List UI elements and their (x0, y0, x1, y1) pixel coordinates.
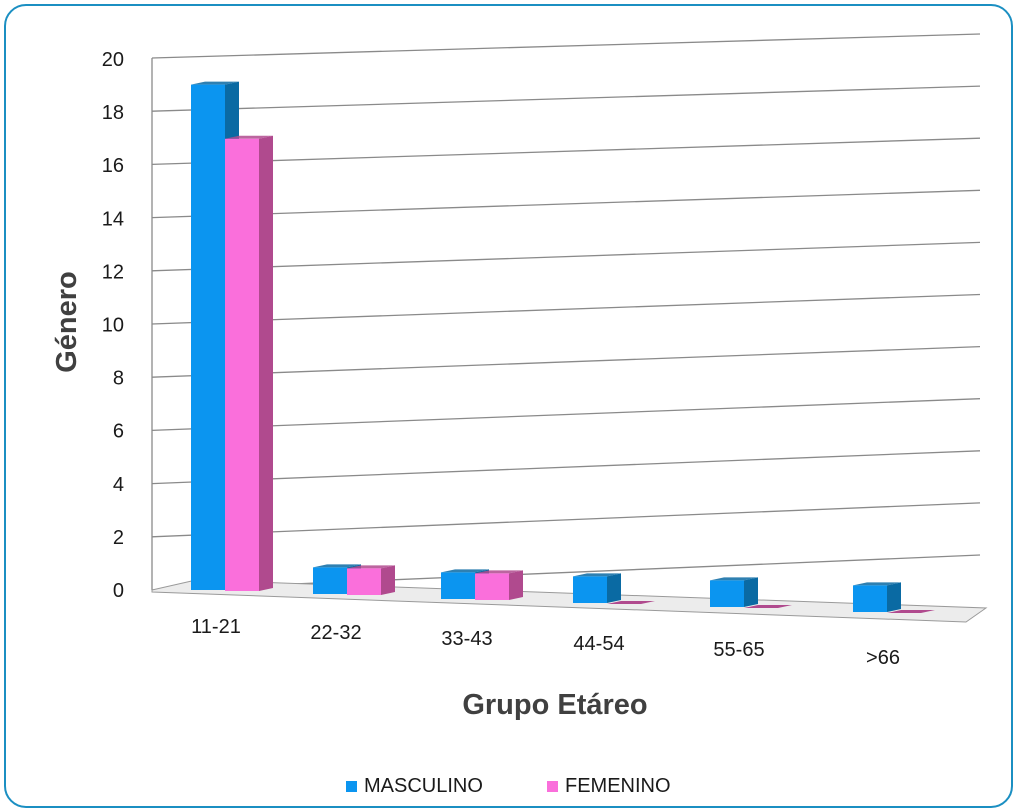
x-tick-label: 11-21 (191, 616, 241, 638)
bar-femenino-4 (744, 605, 792, 608)
bar-front-face (191, 84, 225, 590)
bar-top-face (225, 135, 273, 139)
y-tick-label: 12 (102, 261, 124, 283)
x-tick-label: 44-54 (573, 633, 624, 655)
legend-swatch-masculino (346, 781, 357, 792)
legend-label-masculino: MASCULINO (364, 775, 483, 797)
bar-masculino-3 (573, 573, 621, 603)
bar-zero-sliver (744, 605, 792, 608)
y-tick-label: 18 (102, 102, 124, 124)
y-axis-title: Género (51, 271, 83, 373)
y-tick-label: 2 (113, 527, 124, 549)
y-tick-label: 14 (102, 208, 124, 230)
bar-masculino-4 (710, 577, 758, 607)
bar-side-face (744, 577, 758, 607)
bar-front-face (710, 580, 744, 607)
bar-femenino-2 (475, 570, 523, 600)
bar-top-face (475, 570, 523, 574)
gridline (151, 189, 981, 219)
bar-top-face (573, 573, 621, 577)
x-tick-label: 55-65 (713, 639, 764, 661)
legend-swatch-femenino (547, 781, 558, 792)
x-axis-ticks: 11-21 22-32 33-43 44-54 55-65 >66 (191, 616, 900, 669)
y-tick-label: 20 (102, 49, 124, 71)
x-tick-label: 22-32 (310, 622, 361, 644)
bar-femenino-1 (347, 565, 395, 595)
bar-top-face (313, 564, 361, 568)
bar-top-face (191, 81, 239, 85)
gridlines (151, 33, 981, 591)
bar-side-face (509, 570, 523, 600)
y-tick-label: 16 (102, 155, 124, 177)
bar-femenino-3 (607, 601, 655, 604)
bar-top-face (710, 577, 758, 581)
y-tick-label: 6 (113, 421, 124, 443)
bar-zero-sliver (887, 610, 935, 613)
bar-front-face (853, 585, 887, 612)
bar-front-face (225, 138, 259, 592)
gridline (151, 345, 981, 378)
bar-zero-sliver (607, 601, 655, 604)
bar-front-face (573, 576, 607, 603)
bar-top-face (347, 565, 395, 569)
gridline (151, 33, 981, 59)
bar-front-face (313, 567, 347, 594)
gridline (151, 502, 981, 538)
y-tick-label: 8 (113, 368, 124, 390)
chart-frame (4, 4, 1013, 808)
bar-side-face (887, 582, 901, 612)
bar-side-face (381, 565, 395, 595)
bars (191, 81, 935, 613)
legend: MASCULINO FEMENINO (346, 775, 671, 797)
y-tick-label: 4 (113, 474, 124, 496)
x-axis-title: Grupo Etáreo (462, 689, 647, 721)
gridline (151, 450, 981, 485)
bar-femenino-0 (225, 135, 273, 592)
bar-front-face (441, 572, 475, 599)
gridline (151, 398, 981, 432)
x-tick-label: 33-43 (441, 628, 492, 650)
y-tick-label: 0 (113, 580, 124, 602)
bar-top-face (441, 569, 489, 573)
y-axis-ticks: 0 2 4 6 8 10 12 14 16 18 20 (102, 49, 124, 602)
x-tick-label: >66 (866, 647, 900, 669)
y-tick-label: 10 (102, 315, 124, 337)
legend-label-femenino: FEMENINO (565, 775, 671, 797)
gridline (151, 137, 981, 166)
bar-masculino-5 (853, 582, 901, 612)
bar-side-face (607, 573, 621, 603)
bar-front-face (347, 568, 381, 595)
bar-front-face (475, 573, 509, 600)
gridline (151, 85, 981, 112)
gridline (151, 293, 981, 325)
gridline (151, 241, 981, 272)
bar-top-face (853, 582, 901, 586)
bar-femenino-5 (887, 610, 935, 613)
bar-side-face (259, 135, 273, 592)
